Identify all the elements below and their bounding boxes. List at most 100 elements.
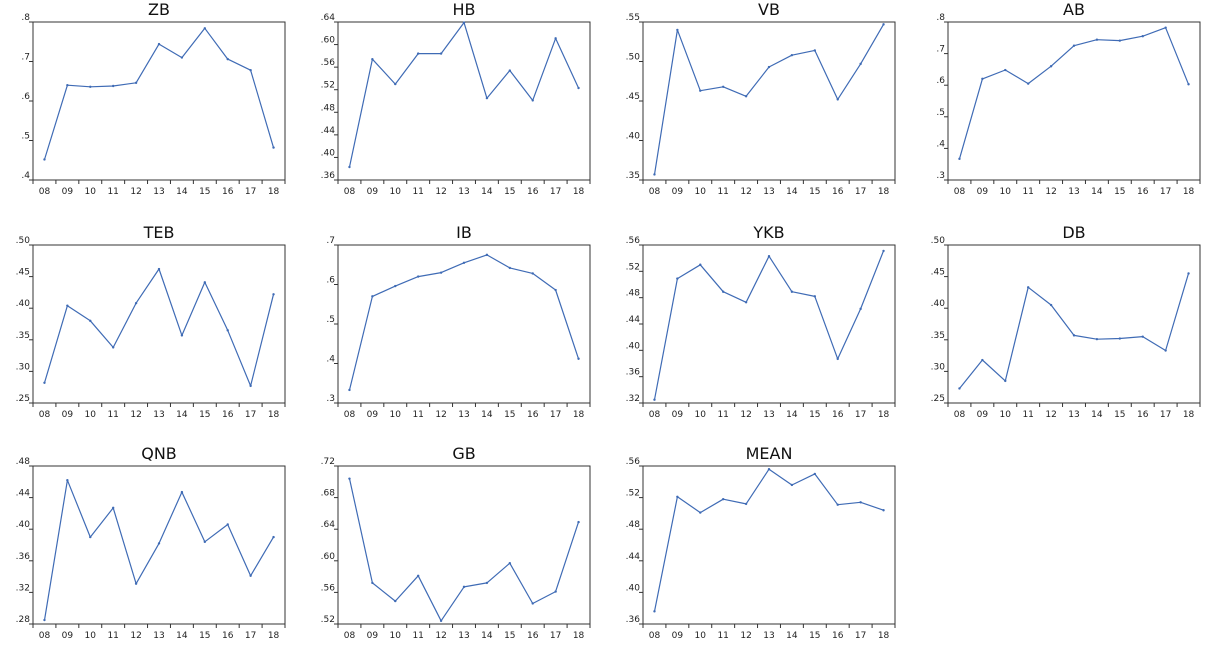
chart-title: DB bbox=[1062, 223, 1086, 242]
x-tick-label: 08 bbox=[39, 187, 51, 197]
y-tick-label: .25 bbox=[16, 394, 30, 404]
x-tick-label: 17 bbox=[245, 410, 256, 420]
x-tick-label: 18 bbox=[268, 187, 280, 197]
data-point bbox=[676, 277, 679, 280]
series-line bbox=[348, 478, 580, 622]
chart-panel-db: DB .25 .30 .35 .40 .45 .50 08 09 10 11 12 13 14 15 16 17… bbox=[918, 223, 1215, 433]
data-point bbox=[43, 381, 46, 384]
x-tick-label: 15 bbox=[199, 631, 210, 641]
x-tick-label: 14 bbox=[481, 631, 493, 641]
y-tick-label: .4 bbox=[326, 355, 335, 365]
data-point bbox=[180, 56, 184, 59]
data-point bbox=[836, 98, 839, 101]
y-tick-label: .5 bbox=[936, 108, 945, 118]
line-chart: .4 .5 .6 .7 .8 08 09 10 11 12 13 14 15 16 17 18 bbox=[21, 13, 286, 197]
x-tick-label: 15 bbox=[809, 410, 820, 420]
data-point bbox=[767, 467, 771, 471]
plot-frame bbox=[32, 244, 286, 404]
y-tick-label: .8 bbox=[936, 13, 945, 23]
data-point bbox=[394, 599, 397, 603]
y-tick-label: .3 bbox=[936, 171, 945, 181]
x-tick-label: 15 bbox=[199, 187, 210, 197]
x-tick-label: 11 bbox=[1022, 187, 1033, 197]
x-tick-label: 11 bbox=[717, 631, 728, 641]
x-tick-label: 17 bbox=[245, 631, 256, 641]
data-point bbox=[790, 290, 794, 293]
y-tick-label: .40 bbox=[16, 299, 31, 309]
line-chart: .36 .40 .44 .48 .52 .56 08 09 10 11 12 13 14 15 16 17 18 bbox=[626, 457, 896, 641]
data-point bbox=[554, 590, 557, 593]
x-tick-label: 18 bbox=[878, 631, 890, 641]
data-point bbox=[577, 86, 580, 90]
x-tick-label: 12 bbox=[435, 187, 446, 197]
y-tick-label: .6 bbox=[936, 76, 945, 86]
data-point bbox=[767, 254, 771, 258]
x-tick-label: 08 bbox=[649, 631, 661, 641]
data-point bbox=[744, 95, 748, 98]
x-tick-label: 13 bbox=[153, 410, 164, 420]
x-tick-label: 18 bbox=[268, 410, 280, 420]
data-point bbox=[790, 483, 794, 487]
x-tick-label: 17 bbox=[855, 410, 866, 420]
y-tick-label: .40 bbox=[626, 583, 641, 593]
x-tick-label: 17 bbox=[550, 187, 561, 197]
x-tick-label: 08 bbox=[954, 187, 966, 197]
x-tick-label: 15 bbox=[809, 187, 820, 197]
series-line bbox=[959, 273, 1190, 389]
data-point bbox=[416, 52, 420, 55]
x-tick-label: 12 bbox=[435, 410, 446, 420]
y-tick-label: .45 bbox=[626, 92, 640, 102]
data-point bbox=[958, 157, 961, 161]
line-chart: .3 .4 .5 .6 .7 .8 08 09 10 11 12 13 14 15 16 17 18 bbox=[936, 13, 1201, 197]
x-tick-label: 09 bbox=[62, 187, 74, 197]
data-point bbox=[1026, 286, 1030, 289]
data-point bbox=[676, 495, 679, 499]
y-tick-label: .55 bbox=[626, 13, 640, 23]
plot-frame bbox=[32, 21, 286, 181]
x-tick-label: 15 bbox=[504, 410, 515, 420]
data-point bbox=[699, 263, 702, 266]
y-tick-label: .25 bbox=[931, 394, 945, 404]
data-point bbox=[813, 49, 817, 52]
data-point bbox=[43, 158, 46, 161]
data-point bbox=[721, 85, 725, 88]
chart-title: VB bbox=[758, 0, 780, 19]
y-tick-label: .44 bbox=[626, 315, 641, 325]
x-tick-label: 14 bbox=[1091, 410, 1103, 420]
x-tick-label: 14 bbox=[481, 187, 493, 197]
y-tick-label: .30 bbox=[931, 362, 946, 372]
line-chart: .25 .30 .35 .40 .45 .50 08 09 10 11 12 13 14 15 16 17 18 bbox=[931, 236, 1201, 420]
x-tick-label: 18 bbox=[268, 631, 280, 641]
data-point bbox=[676, 28, 679, 32]
y-tick-label: .68 bbox=[321, 489, 336, 499]
x-tick-label: 08 bbox=[344, 631, 356, 641]
y-tick-label: .40 bbox=[321, 148, 336, 158]
data-point bbox=[66, 84, 69, 87]
y-tick-label: .52 bbox=[321, 615, 335, 625]
y-tick-label: .3 bbox=[326, 394, 335, 404]
data-point bbox=[653, 610, 656, 613]
chart-panel-ab: AB .3 .4 .5 .6 .7 .8 08 09 10 11 12 13 14 15 16 17 18 bbox=[918, 0, 1215, 210]
series-line bbox=[653, 24, 885, 175]
x-tick-label: 16 bbox=[832, 187, 844, 197]
chart-title: AB bbox=[1063, 0, 1085, 19]
y-tick-label: .40 bbox=[931, 299, 946, 309]
x-tick-label: 14 bbox=[1091, 187, 1103, 197]
x-tick-label: 11 bbox=[412, 410, 423, 420]
x-tick-label: 16 bbox=[222, 187, 234, 197]
series-line bbox=[653, 468, 884, 612]
series-line bbox=[958, 27, 1190, 159]
x-tick-label: 12 bbox=[740, 631, 751, 641]
plot-frame bbox=[337, 465, 591, 625]
chart-panel-hb: HB .36 .40 .44 .48 .52 .56 .60 .64 08 09 10 11 12 13 14… bbox=[308, 0, 608, 210]
chart-panel-vb: VB .35 .40 .45 .50 .55 08 09 10 11 12 13 14 15 16 17 18 bbox=[613, 0, 913, 210]
data-point bbox=[813, 472, 817, 476]
line-chart: .25 .30 .35 .40 .45 .50 08 09 10 11 12 13 14 15 16 17 18 bbox=[16, 236, 286, 420]
plot-frame bbox=[642, 244, 896, 404]
y-tick-label: .72 bbox=[321, 457, 335, 467]
y-tick-label: .52 bbox=[626, 489, 640, 499]
x-tick-label: 09 bbox=[367, 631, 379, 641]
data-point bbox=[371, 581, 374, 585]
data-point bbox=[43, 618, 46, 622]
series-line bbox=[43, 27, 275, 160]
